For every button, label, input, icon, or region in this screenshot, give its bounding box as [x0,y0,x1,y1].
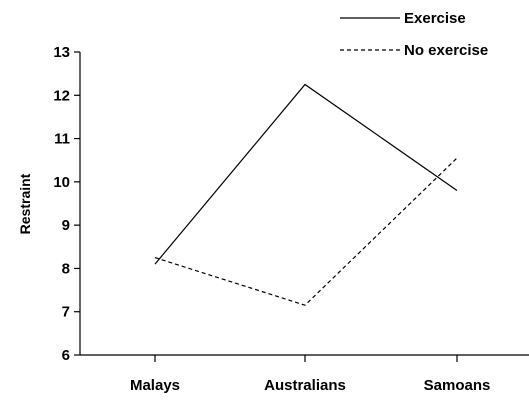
series-line-no-exercise [154,157,458,306]
series-layer [154,83,458,306]
x-category-label: Samoans [424,377,491,394]
y-tick-label: 8 [62,260,70,277]
legend-label-exercise: Exercise [404,10,466,27]
series-line-exercise [154,83,458,265]
y-tick-label: 12 [53,87,70,104]
y-tick-label: 9 [62,217,70,234]
y-axis-title: Restraint [17,173,33,234]
legend: Exercise No exercise [340,10,488,59]
y-tick-label: 11 [54,131,70,148]
y-tick-label: 13 [53,44,70,61]
y-axis: 6 7 8 9 10 11 12 13 [53,44,81,364]
x-axis: Malays Australians Samoans [80,354,529,394]
y-tick-label: 6 [62,347,70,364]
y-tick-label: 7 [62,304,70,321]
legend-label-no-exercise: No exercise [404,42,488,59]
y-tick-label: 10 [53,174,70,191]
x-category-label: Malays [130,377,180,394]
x-category-label: Australians [264,377,346,394]
